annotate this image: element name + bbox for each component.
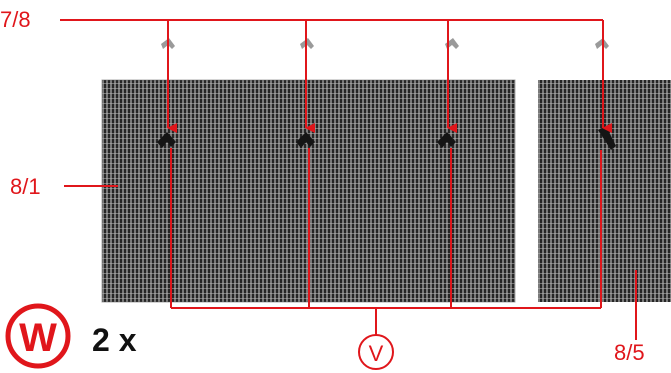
wall-clip-icon	[296, 132, 315, 148]
clip-icons-top	[161, 38, 609, 49]
wall-clip-icon	[437, 132, 456, 148]
quantity-text: 2 x	[92, 322, 137, 358]
label-7-8: 7/8	[0, 7, 31, 32]
badge-w-text: W	[19, 316, 57, 360]
leader-bottom-bracket	[170, 148, 602, 335]
mesh-panel-small	[538, 80, 671, 302]
wall-clip-icon	[157, 132, 176, 148]
callout-circle-v	[358, 334, 394, 370]
badge-circle-w	[5, 303, 71, 369]
callout-v-text: V	[369, 341, 384, 366]
label-8-1: 8/1	[10, 174, 41, 199]
leader-top	[60, 19, 612, 133]
label-8-5: 8/5	[614, 340, 645, 365]
